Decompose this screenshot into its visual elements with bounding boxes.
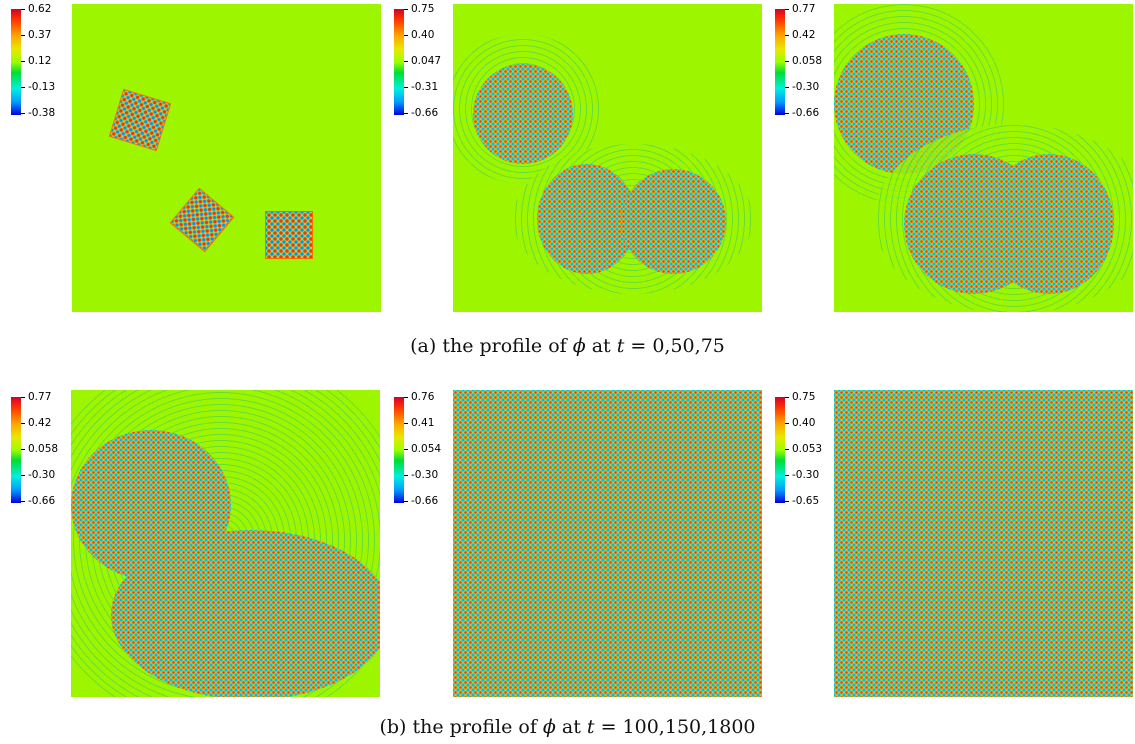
- phase-field-image: [72, 4, 381, 312]
- caption-b: (b) the profile of ϕ at t = 100,150,1800: [379, 716, 756, 738]
- colorbar-tick: 0.42: [20, 417, 52, 429]
- colorbar: [775, 397, 785, 503]
- colorbar-tick: -0.65: [784, 495, 820, 507]
- crystal-grain: [984, 154, 1114, 294]
- phase-field-image: [71, 390, 380, 697]
- colorbar-tick: -0.38: [20, 107, 56, 119]
- crystal-grain: [169, 187, 235, 253]
- phase-field-image: [834, 390, 1133, 697]
- crystal-grain: [265, 211, 313, 259]
- caption-a: (a) the profile of ϕ at t = 0,50,75: [410, 335, 725, 357]
- colorbar: [775, 9, 785, 115]
- crystal-grain: [473, 64, 573, 164]
- colorbar-tick: -0.30: [784, 469, 820, 481]
- phase-field-image: [453, 4, 762, 312]
- colorbar-tick: -0.66: [403, 495, 439, 507]
- colorbar-tick: 0.058: [20, 443, 59, 455]
- colorbar-tick: 0.40: [784, 417, 816, 429]
- phase-field-image: [834, 4, 1133, 312]
- colorbar-tick: 0.42: [784, 29, 816, 41]
- colorbar-tick: 0.62: [20, 3, 52, 15]
- colorbar-tick: 0.41: [403, 417, 435, 429]
- colorbar-tick: 0.053: [784, 443, 823, 455]
- colorbar-tick: 0.77: [20, 391, 52, 403]
- phase-field-image: [453, 390, 762, 697]
- crystal-grain: [108, 88, 172, 152]
- colorbar-tick: 0.37: [20, 29, 52, 41]
- colorbar-tick: -0.31: [403, 81, 439, 93]
- colorbar: [11, 9, 21, 115]
- colorbar-tick: -0.30: [403, 469, 439, 481]
- colorbar-tick: -0.30: [784, 81, 820, 93]
- crystal-grain: [537, 164, 637, 274]
- crystal-grain: [621, 169, 726, 274]
- colorbar: [11, 397, 21, 503]
- crystal-grain: [111, 530, 380, 697]
- colorbar-tick: 0.047: [403, 55, 442, 67]
- colorbar-tick: -0.30: [20, 469, 56, 481]
- defect-region: [643, 430, 723, 500]
- colorbar: [394, 9, 404, 115]
- colorbar-tick: 0.76: [403, 391, 435, 403]
- colorbar-tick: 0.75: [403, 3, 435, 15]
- colorbar: [394, 397, 404, 503]
- colorbar-tick: 0.77: [784, 3, 816, 15]
- colorbar-tick: -0.13: [20, 81, 56, 93]
- colorbar-tick: 0.054: [403, 443, 442, 455]
- colorbar-tick: 0.75: [784, 391, 816, 403]
- colorbar-tick: 0.40: [403, 29, 435, 41]
- crystal-grain: [834, 34, 974, 174]
- colorbar-tick: -0.66: [784, 107, 820, 119]
- colorbar-tick: -0.66: [20, 495, 56, 507]
- colorbar-tick: 0.058: [784, 55, 823, 67]
- colorbar-tick: 0.12: [20, 55, 52, 67]
- colorbar-tick: -0.66: [403, 107, 439, 119]
